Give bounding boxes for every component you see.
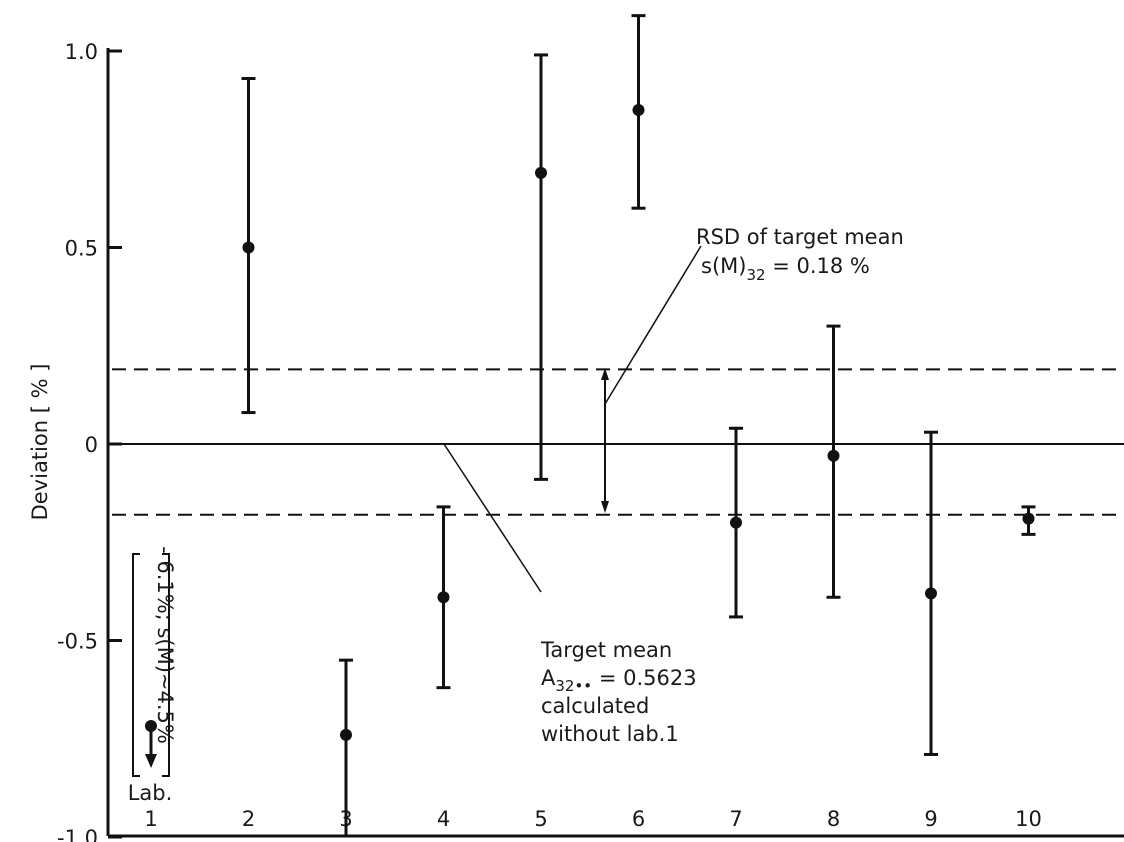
error-bar-lab-5 <box>534 53 548 481</box>
error-bars <box>241 14 1036 836</box>
error-bar-lab-4 <box>436 505 451 690</box>
x-tick-label: 5 <box>534 807 547 831</box>
target-leader-line <box>443 443 542 593</box>
lab1-caption: Lab. <box>128 781 173 805</box>
target-annotation-line3: calculated <box>541 694 649 718</box>
x-ticks: 12345678910 <box>144 807 1042 831</box>
target-annotation-suffix: = 0.5623 <box>592 666 696 690</box>
rsd-indicator <box>601 245 702 513</box>
error-bar-lab-2 <box>241 77 256 415</box>
error-bar-lab-3 <box>339 658 353 836</box>
y-ticks: 1.0 0.5 0 -0.5 -1.0 <box>57 40 122 842</box>
target-annotation-line2: A32•• = 0.5623 <box>541 666 697 695</box>
x-tick-label: 4 <box>437 807 450 831</box>
lab1-rotated-label: - 6.1%; s(M)~4.5% <box>153 546 177 744</box>
x-tick-label: 8 <box>827 807 840 831</box>
data-point <box>730 516 742 529</box>
target-annotation-line4: without lab.1 <box>541 722 679 746</box>
data-point <box>437 591 450 604</box>
y-tick-label: -1.0 <box>57 826 98 842</box>
rsd-annotation-prefix: s(M) <box>701 254 746 278</box>
data-point <box>925 587 937 600</box>
target-annotation-line1: Target mean <box>540 638 672 662</box>
y-tick-label: 0.5 <box>65 237 98 261</box>
y-tick-label: -0.5 <box>57 630 98 654</box>
lab1-bracket <box>132 553 170 777</box>
lab1-offscale-marker: - 6.1%; s(M)~4.5% Lab. <box>128 546 177 805</box>
error-bar-lab-9 <box>924 430 938 756</box>
rsd-arrow-head-down <box>601 501 609 513</box>
data-point <box>1022 512 1035 525</box>
data-point <box>340 728 352 741</box>
x-tick-label: 6 <box>632 807 645 831</box>
data-point <box>242 241 255 254</box>
error-bar-lab-7 <box>729 426 743 619</box>
rsd-annotation-subscript: 32 <box>746 266 765 284</box>
target-annotation-subscript: 32•• <box>555 677 592 695</box>
x-tick-label: 1 <box>144 807 157 831</box>
data-point <box>632 103 645 116</box>
y-axis-title: Deviation [ % ] <box>28 364 52 521</box>
error-bar-lab-8 <box>826 324 841 599</box>
rsd-arrow-head-up <box>601 368 609 380</box>
lab1-arrow-head <box>145 754 157 768</box>
data-point <box>535 166 547 179</box>
reference-lines <box>108 368 1124 516</box>
data-point <box>827 449 840 462</box>
rsd-annotation-line2: s(M)32 = 0.18 % <box>701 254 870 284</box>
rsd-annotation-suffix: = 0.18 % <box>766 254 870 278</box>
x-tick-label: 2 <box>242 807 255 831</box>
x-tick-label: 9 <box>924 807 937 831</box>
error-bar-lab-6 <box>631 14 646 210</box>
y-tick-label: 0 <box>85 433 98 457</box>
y-tick-label: 1.0 <box>65 40 98 64</box>
target-annotation-prefix: A <box>541 666 556 690</box>
rsd-leader-line <box>604 245 702 405</box>
rsd-annotation-line1: RSD of target mean <box>696 225 904 249</box>
error-bar-lab-10 <box>1021 505 1036 536</box>
x-tick-label: 10 <box>1015 807 1042 831</box>
x-tick-label: 7 <box>729 807 742 831</box>
